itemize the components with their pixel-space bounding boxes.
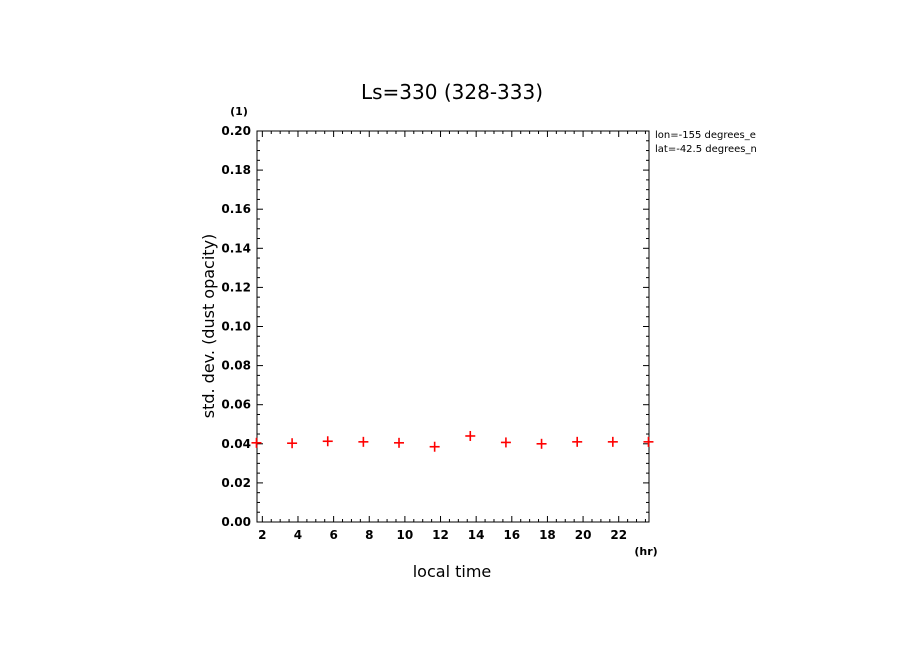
y-tick-label: 0.12 (221, 280, 251, 294)
chart-title: Ls=330 (328-333) (361, 80, 543, 104)
x-tick-label: 18 (539, 528, 556, 542)
y-tick-label: 0.18 (221, 163, 251, 177)
y-tick-label: 0.10 (221, 320, 251, 334)
data-point (607, 436, 618, 447)
plot-frame (256, 130, 650, 523)
y-tick-label: 0.04 (221, 437, 251, 451)
x-tick-label: 8 (365, 528, 373, 542)
x-tick-label: 2 (258, 528, 266, 542)
x-tick-label: 20 (575, 528, 592, 542)
y-tick-label: 0.20 (221, 124, 251, 138)
data-point (429, 441, 440, 452)
axes: 0.00 0.02 0.04 0.06 0.08 0.10 0.12 0.14 0.16 0.18… (221, 124, 650, 542)
y-unit-label: (1) (230, 105, 248, 118)
x-tick-label: 22 (610, 528, 627, 542)
x-tick-label: 4 (294, 528, 302, 542)
y-tick-label: 0.06 (221, 398, 251, 412)
x-unit-label: (hr) (634, 545, 657, 558)
y-tick-label: 0.02 (221, 476, 251, 490)
x-tick-label: 12 (432, 528, 449, 542)
y-tick-label: 0.00 (221, 515, 251, 529)
x-tick-label: 10 (397, 528, 414, 542)
x-axis-label: local time (413, 562, 492, 581)
y-tick-label: 0.16 (221, 202, 251, 216)
data-point (287, 438, 298, 449)
data-point (251, 437, 262, 448)
data-point (394, 437, 405, 448)
x-tick-label: 16 (503, 528, 520, 542)
data-point (358, 436, 369, 447)
data-point (500, 437, 511, 448)
y-tick-label: 0.08 (221, 359, 251, 373)
annotation-lat: lat=-42.5 degrees_n (655, 144, 757, 155)
y-axis-label: std. dev. (dust opacity) (199, 234, 218, 419)
data-point (643, 436, 654, 447)
data-point (536, 438, 547, 449)
data-points (251, 430, 654, 452)
data-point (572, 436, 583, 447)
y-tick-label: 0.14 (221, 241, 251, 255)
x-tick-label: 6 (329, 528, 337, 542)
data-point (465, 430, 476, 441)
data-point (322, 436, 333, 447)
annotation-lon: lon=-155 degrees_e (655, 130, 756, 141)
x-tick-label: 14 (468, 528, 485, 542)
